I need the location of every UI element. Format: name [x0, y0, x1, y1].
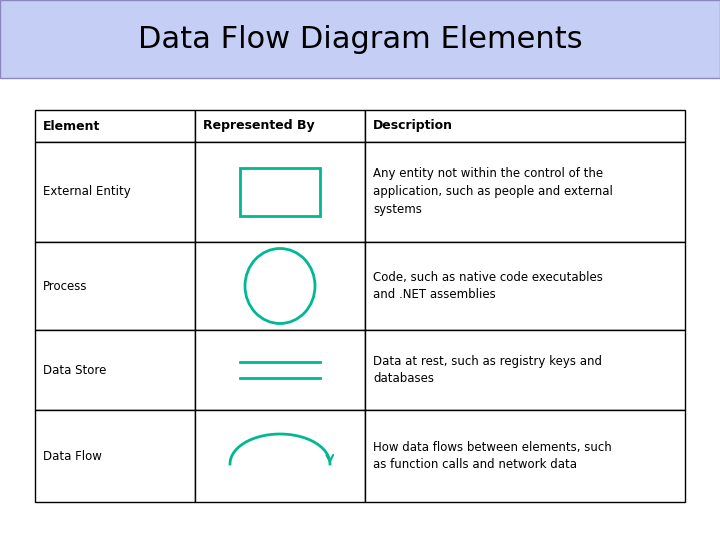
Bar: [0, 0, 720, 78]
Text: Data Flow Diagram Elements: Data Flow Diagram Elements: [138, 24, 582, 53]
Text: Data Flow: Data Flow: [43, 449, 102, 462]
Bar: [195, 110, 365, 142]
Text: Any entity not within the control of the
application, such as people and externa: Any entity not within the control of the…: [373, 167, 613, 217]
Text: Process: Process: [43, 280, 88, 293]
Bar: [195, 242, 365, 330]
Bar: [195, 410, 365, 502]
Bar: [365, 330, 685, 410]
Bar: [365, 142, 685, 242]
Text: How data flows between elements, such
as function calls and network data: How data flows between elements, such as…: [373, 441, 612, 471]
Text: Data Store: Data Store: [43, 363, 107, 376]
Bar: [195, 142, 365, 242]
Bar: [195, 330, 365, 410]
Bar: [35, 410, 195, 502]
Bar: [35, 142, 195, 242]
Text: Data at rest, such as registry keys and
databases: Data at rest, such as registry keys and …: [373, 354, 602, 386]
Text: Code, such as native code executables
and .NET assemblies: Code, such as native code executables an…: [373, 271, 603, 301]
Bar: [240, 168, 320, 216]
Text: External Entity: External Entity: [43, 186, 131, 199]
Text: Represented By: Represented By: [203, 119, 315, 132]
Bar: [365, 110, 685, 142]
Bar: [35, 330, 195, 410]
Bar: [365, 242, 685, 330]
Bar: [35, 242, 195, 330]
Text: Description: Description: [373, 119, 453, 132]
Text: Element: Element: [43, 119, 100, 132]
Bar: [35, 110, 195, 142]
Bar: [365, 410, 685, 502]
